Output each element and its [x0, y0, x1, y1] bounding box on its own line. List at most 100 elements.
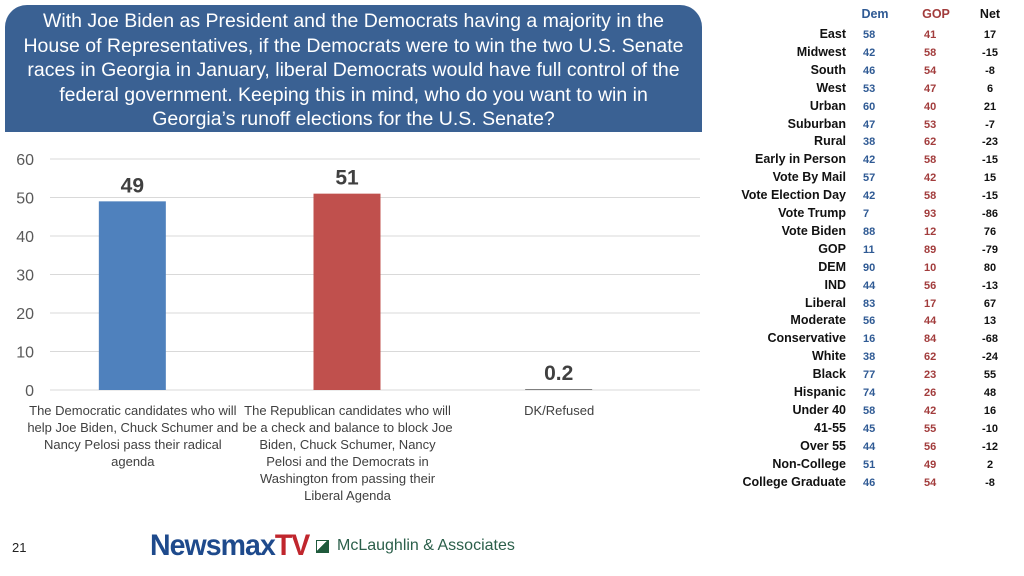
- table-row: Vote Election Day 42 58 -15: [730, 188, 1024, 206]
- net-value: -79: [982, 243, 998, 256]
- header-dem: Dem: [861, 7, 889, 21]
- net-value: 2: [986, 458, 994, 471]
- dem-value: 42: [863, 154, 876, 167]
- row-label: Conservative: [767, 331, 846, 346]
- dem-value: 88: [863, 225, 876, 238]
- dem-value: 90: [863, 261, 876, 274]
- row-label: Over 55: [800, 438, 846, 453]
- row-label: East: [819, 27, 846, 41]
- net-value: 48: [983, 387, 997, 399]
- gop-value: 58: [924, 154, 937, 167]
- table-row: Moderate 56 44 13: [730, 313, 1024, 331]
- gop-value: 58: [924, 190, 937, 203]
- y-tick-label: 0: [25, 383, 34, 400]
- gop-value: 44: [924, 315, 937, 328]
- row-label: Vote Election Day: [741, 188, 846, 203]
- data-label: 51: [335, 167, 359, 190]
- gop-value: 26: [924, 387, 937, 399]
- y-tick-label: 50: [16, 191, 34, 208]
- y-tick-label: 30: [16, 268, 34, 285]
- gop-value: 53: [924, 118, 937, 131]
- dem-value: 46: [863, 64, 876, 77]
- table-row: Vote Biden 88 12 76: [730, 224, 1024, 242]
- table-row: Under 40 58 42 16: [730, 403, 1024, 421]
- chart-svg: 0 10 20 30 40 50 60 49 51 0.2: [16, 152, 700, 400]
- row-label: Vote Biden: [781, 223, 846, 238]
- gop-value: 49: [924, 458, 937, 471]
- net-value: -15: [982, 46, 998, 59]
- bar-chart: 0 10 20 30 40 50 60 49 51 0.2 The Democratic cand…: [0, 140, 720, 520]
- dem-value: 45: [863, 422, 876, 435]
- table-row: South 46 54 -8: [730, 63, 1024, 81]
- row-label: Suburban: [787, 116, 846, 131]
- mclaughlin-logo-text: McLaughlin & Associates: [337, 537, 515, 554]
- net-value: -13: [982, 279, 998, 292]
- table-row: Liberal 83 17 67: [730, 296, 1024, 314]
- dem-value: 38: [863, 136, 876, 149]
- net-value: -8: [985, 476, 995, 489]
- gop-value: 12: [924, 225, 937, 238]
- row-label: Urban: [809, 98, 846, 113]
- table-row: College Graduate 46 54 -8: [730, 475, 1024, 493]
- gop-value: 42: [924, 172, 937, 185]
- table-row: White 38 62 -24: [730, 349, 1024, 367]
- dem-value: 7: [863, 208, 870, 220]
- row-label: Moderate: [790, 313, 846, 328]
- dem-value: 74: [863, 387, 876, 399]
- dem-value: 57: [863, 172, 876, 185]
- data-label: 0.2: [544, 362, 573, 385]
- net-value: -10: [982, 422, 998, 435]
- row-label: South: [810, 62, 846, 77]
- dem-value: 46: [863, 476, 876, 489]
- header-gop: GOP: [922, 7, 950, 21]
- bar-0: [98, 201, 166, 390]
- gop-value: 41: [924, 29, 937, 41]
- gop-value: 42: [924, 404, 937, 417]
- net-value: -24: [982, 351, 998, 364]
- table-row: Vote Trump 7 93 -86: [730, 206, 1024, 224]
- newsmax-tv-logo: NewsmaxTV: [150, 529, 310, 563]
- net-value: -7: [985, 118, 995, 131]
- dem-value: 11: [863, 243, 875, 256]
- dem-value: 60: [863, 100, 876, 113]
- gop-value: 10: [924, 261, 937, 274]
- table-row: Urban 60 40 21: [730, 99, 1024, 117]
- row-label: College Graduate: [742, 474, 847, 489]
- x-category-label: The Democratic candidates who will help …: [27, 403, 239, 469]
- gop-value: 62: [924, 136, 937, 149]
- dem-value: 58: [863, 29, 876, 41]
- dem-value: 47: [863, 118, 876, 131]
- table-row: Vote By Mail 57 42 15: [730, 170, 1024, 188]
- question-text: With Joe Biden as President and the Demo…: [23, 10, 684, 130]
- net-value: -15: [982, 190, 998, 203]
- dem-value: 16: [863, 333, 876, 346]
- gop-value: 62: [924, 351, 937, 364]
- net-value: 13: [983, 315, 997, 328]
- gop-value: 54: [924, 476, 937, 489]
- table-row: Conservative 16 84 -68: [730, 331, 1024, 349]
- dem-value: 53: [863, 82, 876, 95]
- dem-value: 58: [863, 404, 876, 417]
- table-row: IND 44 56 -13: [730, 278, 1024, 296]
- crosstab-table: Dem GOP Net East 58 41 17 Midwest 42 58 -15 Sout…: [730, 0, 1024, 500]
- gop-value: 56: [924, 440, 937, 453]
- table-row: DEM 90 10 80: [730, 260, 1024, 278]
- row-label: Under 40: [792, 402, 847, 417]
- gop-value: 56: [924, 279, 937, 292]
- dem-value: 77: [863, 369, 876, 382]
- bar-1: [313, 193, 381, 390]
- page-number: 21: [12, 540, 27, 555]
- x-category-label: DK/Refused: [524, 403, 595, 418]
- table-row: Hispanic 74 26 48: [730, 385, 1024, 403]
- dem-value: 56: [863, 315, 876, 328]
- row-label: Black: [812, 367, 846, 382]
- gop-value: 23: [924, 369, 937, 382]
- newsmax-logo-text: Newsmax: [150, 529, 276, 562]
- net-value: -8: [985, 64, 995, 77]
- row-label: Vote By Mail: [772, 170, 846, 185]
- question-header: With Joe Biden as President and the Demo…: [5, 5, 702, 132]
- dem-value: 44: [863, 279, 876, 292]
- table-row: Over 55 44 56 -12: [730, 439, 1024, 457]
- net-value: -86: [982, 208, 998, 220]
- row-label: Vote Trump: [778, 206, 846, 220]
